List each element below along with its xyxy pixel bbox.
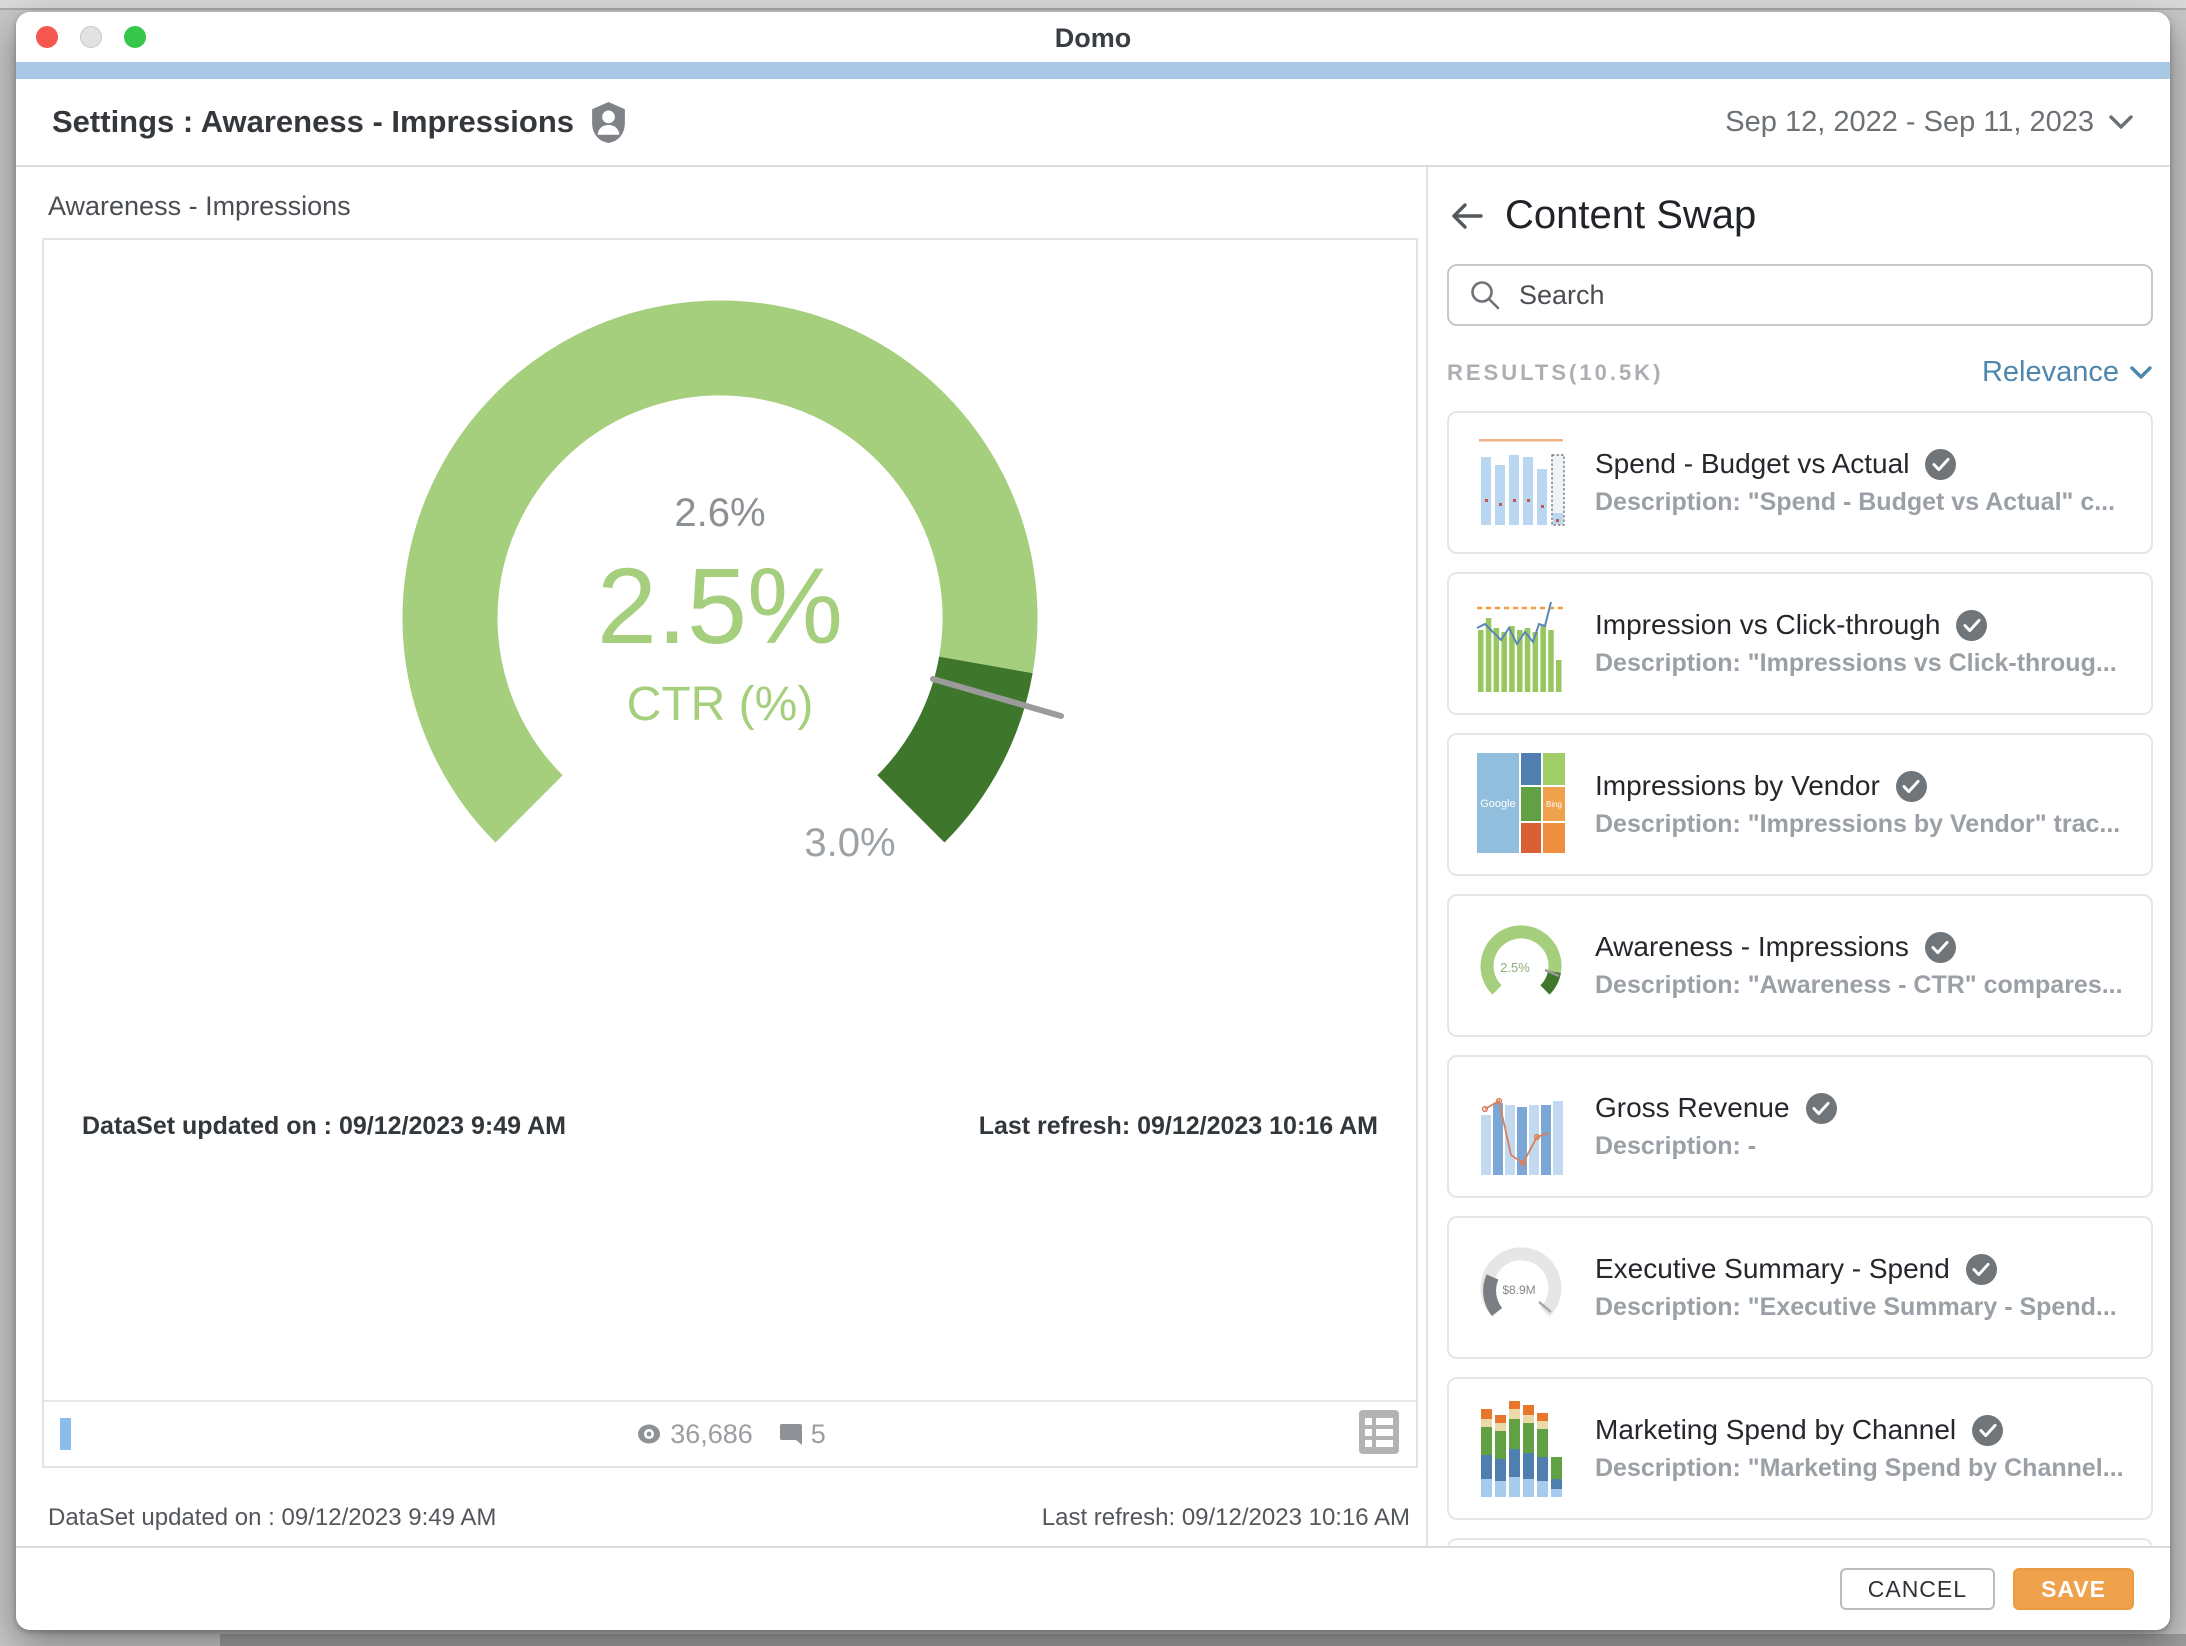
table-icon bbox=[1359, 1409, 1399, 1454]
result-description: Description: "Impressions by Vendor" tra… bbox=[1595, 810, 2121, 838]
panel-title: Content Swap bbox=[1505, 193, 1757, 237]
result-title: Impressions by Vendor bbox=[1595, 770, 1880, 801]
domo-window: Domo Settings : Awareness - Impressions … bbox=[16, 12, 2170, 1630]
result-card[interactable]: Google Bing Impressions by Vendor Descri… bbox=[1447, 733, 2153, 876]
minimize-window-button[interactable] bbox=[80, 26, 102, 48]
result-description: Description: - bbox=[1595, 1132, 1757, 1160]
result-card[interactable]: 2.5% Awareness - Impressions Description… bbox=[1447, 894, 2153, 1037]
result-description: Description: "Impressions vs Click-throu… bbox=[1595, 649, 2117, 677]
gray-gauge-thumbnail: $8.9M bbox=[1475, 1232, 1567, 1344]
details-view-button[interactable] bbox=[1358, 1408, 1400, 1461]
zoom-window-button[interactable] bbox=[124, 26, 146, 48]
result-card[interactable]: $8.9M Executive Summary - Spend Descript… bbox=[1447, 1216, 2153, 1359]
sort-label: Relevance bbox=[1981, 356, 2119, 388]
page-title: Settings : Awareness - Impressions bbox=[52, 104, 575, 139]
results-count-label: RESULTS(10.5K) bbox=[1447, 359, 1664, 385]
selected-check-badge bbox=[1925, 448, 1957, 480]
gauge-chart-card[interactable]: 2.6% 2.5% CTR (%) 3.0% DataSet updated o… bbox=[42, 238, 1418, 1468]
result-description: Description: "Spend - Budget vs Actual" … bbox=[1595, 488, 2116, 516]
selected-check-badge bbox=[1805, 1092, 1837, 1124]
gauge-needle bbox=[930, 676, 1064, 719]
result-card[interactable]: Marketing Spend by Channel Description: … bbox=[1447, 1377, 2153, 1520]
green-gauge-thumbnail: 2.5% bbox=[1475, 910, 1567, 1022]
gauge-chart: 2.6% 2.5% CTR (%) 3.0% bbox=[44, 240, 1416, 1112]
comment-icon bbox=[779, 1424, 802, 1445]
views-stat: 36,686 bbox=[634, 1419, 753, 1450]
chart-card-label: Awareness - Impressions bbox=[48, 191, 351, 221]
treemap-thumbnail: Google Bing bbox=[1475, 749, 1567, 861]
result-description: Description: "Marketing Spend by Channel… bbox=[1595, 1454, 2124, 1482]
selected-check-badge bbox=[1965, 1253, 1997, 1285]
selected-check-badge bbox=[1895, 770, 1927, 802]
titlebar: Domo bbox=[16, 12, 2170, 62]
background-window-edge bbox=[0, 0, 2186, 10]
results-list: Spend - Budget vs Actual Description: "S… bbox=[1447, 411, 2153, 1546]
content-swap-panel: Content Swap RESULTS(10.5K) Relevance bbox=[1426, 167, 2170, 1546]
result-description: Description: "Executive Summary - Spend.… bbox=[1595, 1293, 2117, 1321]
page-header: Settings : Awareness - Impressions Sep 1… bbox=[16, 79, 2170, 167]
result-title: Impression vs Click-through bbox=[1595, 609, 1941, 640]
chevron-down-icon bbox=[2109, 115, 2133, 129]
gauge-max-label: 3.0% bbox=[804, 821, 895, 865]
close-window-button[interactable] bbox=[36, 26, 58, 48]
traffic-lights bbox=[36, 26, 146, 48]
dataset-updated-footer-text: DataSet updated on : 09/12/2023 9:49 AM bbox=[48, 1504, 497, 1531]
comments-stat: 5 bbox=[779, 1419, 826, 1450]
chevron-down-icon bbox=[2130, 366, 2152, 379]
views-count: 36,686 bbox=[670, 1418, 753, 1449]
gauge-marker-label: 2.6% bbox=[674, 491, 765, 535]
result-card[interactable]: Spend - Budget vs Actual Description: "S… bbox=[1447, 411, 2153, 554]
cancel-button[interactable]: CANCEL bbox=[1839, 1568, 1996, 1610]
gauge-unit-label: CTR (%) bbox=[627, 678, 814, 731]
chart-card-footer: 36,686 5 bbox=[44, 1400, 1416, 1466]
background-window-edge-bottom bbox=[220, 1634, 2186, 1646]
selected-check-badge bbox=[1956, 609, 1988, 641]
dialog-footer: CANCEL SAVE bbox=[16, 1546, 2170, 1630]
result-title: Executive Summary - Spend bbox=[1595, 1253, 1950, 1284]
search-icon bbox=[1471, 281, 1500, 310]
result-title: Spend - Budget vs Actual bbox=[1595, 448, 1910, 479]
dataset-updated-text: DataSet updated on : 09/12/2023 9:49 AM bbox=[82, 1112, 566, 1140]
accent-bar bbox=[16, 62, 2170, 79]
result-card-partial[interactable] bbox=[1447, 1538, 2153, 1546]
eye-icon bbox=[638, 1424, 661, 1444]
last-refresh-text: Last refresh: 09/12/2023 10:16 AM bbox=[978, 1112, 1378, 1140]
selected-check-badge bbox=[1924, 931, 1956, 963]
owner-shield-icon bbox=[590, 101, 627, 144]
result-title: Gross Revenue bbox=[1595, 1092, 1790, 1123]
date-range-label: Sep 12, 2022 - Sep 11, 2023 bbox=[1725, 105, 2094, 138]
main-area: Awareness - Impressions 2.6% 2.5% CTR (%… bbox=[16, 167, 1426, 1546]
mini-bar-indicator bbox=[60, 1418, 71, 1450]
comments-count: 5 bbox=[810, 1418, 826, 1449]
result-card[interactable]: Impression vs Click-through Description:… bbox=[1447, 572, 2153, 715]
svg-text:Bing: Bing bbox=[1546, 800, 1562, 809]
stacked-bars-thumbnail bbox=[1475, 1393, 1567, 1505]
result-card[interactable]: Gross Revenue Description: - bbox=[1447, 1055, 2153, 1198]
last-refresh-footer-text: Last refresh: 09/12/2023 10:16 AM bbox=[1041, 1504, 1410, 1531]
svg-text:Google: Google bbox=[1480, 798, 1515, 810]
gauge-value: 2.5% bbox=[597, 545, 843, 666]
search-input[interactable] bbox=[1519, 279, 2131, 311]
date-range-selector[interactable]: Sep 12, 2022 - Sep 11, 2023 bbox=[1725, 106, 2134, 139]
save-button[interactable]: SAVE bbox=[2013, 1568, 2134, 1610]
result-description: Description: "Awareness - CTR" compares.… bbox=[1595, 971, 2123, 999]
sort-dropdown[interactable]: Relevance bbox=[1982, 356, 2153, 389]
result-title: Marketing Spend by Channel bbox=[1595, 1414, 1957, 1445]
search-box[interactable] bbox=[1447, 264, 2153, 326]
blue-bars-line-thumbnail bbox=[1475, 1071, 1567, 1183]
budget-bars-thumbnail bbox=[1475, 427, 1567, 539]
window-title: Domo bbox=[1054, 23, 1132, 53]
selected-check-badge bbox=[1972, 1414, 2004, 1446]
result-title: Awareness - Impressions bbox=[1595, 931, 1909, 962]
green-bars-line-thumbnail bbox=[1475, 588, 1567, 700]
svg-text:$8.9M: $8.9M bbox=[1502, 1283, 1535, 1297]
back-arrow-icon[interactable] bbox=[1449, 200, 1485, 232]
svg-text:2.5%: 2.5% bbox=[1500, 960, 1530, 975]
